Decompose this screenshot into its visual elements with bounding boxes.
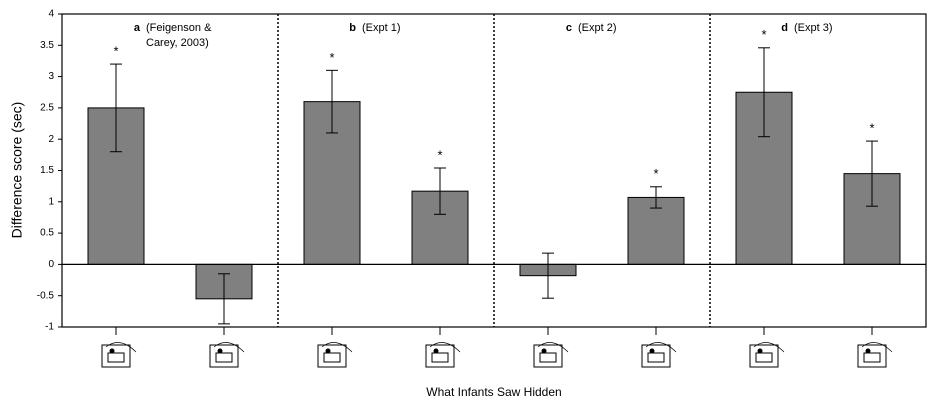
icon-object	[757, 348, 763, 354]
panel-letter: b	[349, 22, 356, 34]
icon-inner	[647, 352, 665, 363]
icon-object	[325, 348, 331, 354]
icon-arc	[861, 342, 893, 353]
panel-letter: c	[566, 22, 572, 34]
significance-mark: *	[653, 166, 658, 181]
icon-object	[433, 348, 439, 354]
error-bar	[650, 186, 662, 209]
panel-label: (Expt 1)	[362, 22, 401, 34]
category-icon	[641, 342, 677, 368]
error-bar	[434, 167, 446, 215]
category-icon	[209, 342, 245, 368]
icon-arc	[429, 342, 461, 353]
y-tick-label: 4	[48, 9, 54, 20]
y-tick-label: 0.5	[40, 228, 54, 239]
icon-object	[217, 348, 223, 354]
significance-mark: *	[761, 27, 766, 42]
icon-inner	[539, 352, 557, 363]
y-tick-label: 2	[48, 134, 54, 145]
icon-arc	[105, 342, 137, 353]
significance-mark: *	[113, 44, 118, 59]
category-icon	[749, 342, 785, 368]
category-icon	[101, 342, 137, 368]
error-bar	[542, 252, 554, 299]
x-axis-label: What Infants Saw Hidden	[426, 385, 561, 399]
icon-box	[749, 344, 779, 368]
error-bar	[110, 63, 122, 153]
panel-letter: a	[134, 22, 141, 34]
error-bar	[758, 47, 770, 138]
category-icon	[533, 342, 569, 368]
icon-arc	[645, 342, 677, 353]
category-icon	[857, 342, 893, 368]
significance-mark: *	[869, 121, 874, 136]
category-icon	[317, 342, 353, 368]
y-tick-label: 1.5	[40, 165, 54, 176]
panel-label: Carey, 2003)	[146, 37, 209, 49]
y-tick-label: 3	[48, 71, 54, 82]
icon-inner	[863, 352, 881, 363]
icon-arc	[321, 342, 353, 353]
icon-box	[533, 344, 563, 368]
y-tick-label: 2.5	[40, 103, 54, 114]
error-bar	[218, 273, 230, 325]
category-icon	[425, 342, 461, 368]
icon-arc	[537, 342, 569, 353]
y-tick-label: 0	[48, 259, 54, 270]
significance-mark: *	[329, 50, 334, 65]
icon-inner	[323, 352, 341, 363]
icon-box	[209, 344, 239, 368]
icon-box	[317, 344, 347, 368]
panel-label: (Feigenson &	[146, 22, 212, 34]
icon-inner	[215, 352, 233, 363]
icon-box	[101, 344, 131, 368]
icon-inner	[107, 352, 125, 363]
icon-object	[649, 348, 655, 354]
icon-inner	[755, 352, 773, 363]
significance-mark: *	[437, 147, 442, 162]
icon-object	[865, 348, 871, 354]
icon-object	[541, 348, 547, 354]
y-tick-label: -0.5	[37, 290, 55, 301]
y-tick-label: 1	[48, 196, 54, 207]
icon-object	[109, 348, 115, 354]
error-bar	[866, 140, 878, 207]
error-bar	[326, 69, 338, 134]
icon-inner	[431, 352, 449, 363]
icon-box	[425, 344, 455, 368]
y-tick-label: -1	[45, 322, 54, 333]
icon-box	[641, 344, 671, 368]
y-tick-label: 3.5	[40, 40, 54, 51]
panel-label: (Expt 2)	[578, 22, 617, 34]
y-axis-label: Difference score (sec)	[9, 102, 25, 239]
panel-letter: d	[781, 22, 788, 34]
icon-box	[857, 344, 887, 368]
panel-label: (Expt 3)	[794, 22, 833, 34]
icon-arc	[213, 342, 245, 353]
icon-arc	[753, 342, 785, 353]
